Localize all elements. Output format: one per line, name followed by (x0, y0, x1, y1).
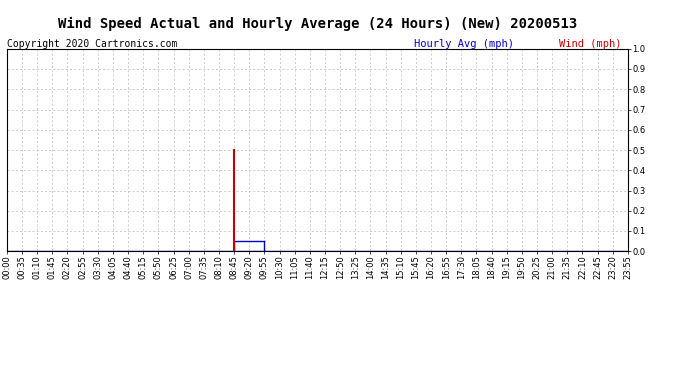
Text: Wind Speed Actual and Hourly Average (24 Hours) (New) 20200513: Wind Speed Actual and Hourly Average (24… (58, 17, 577, 31)
Text: Hourly Avg (mph): Hourly Avg (mph) (414, 39, 514, 50)
Text: Copyright 2020 Cartronics.com: Copyright 2020 Cartronics.com (7, 39, 177, 50)
Text: Wind (mph): Wind (mph) (559, 39, 622, 50)
